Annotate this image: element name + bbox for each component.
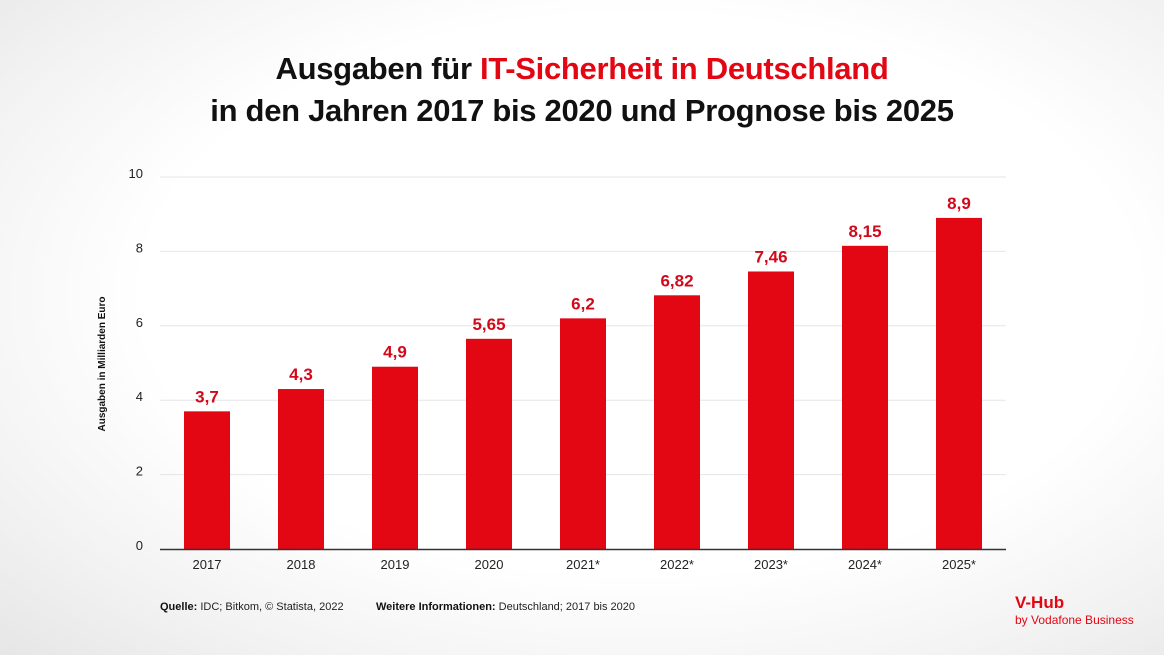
y-tick-label: 8 bbox=[136, 240, 143, 255]
title-prefix: Ausgaben für bbox=[275, 51, 481, 86]
title-highlight: IT-Sicherheit in Deutschland bbox=[480, 51, 889, 86]
data-label: 6,82 bbox=[660, 271, 693, 290]
x-tick-label: 2021* bbox=[566, 557, 600, 572]
y-tick-label: 0 bbox=[136, 538, 143, 553]
x-tick-label: 2018 bbox=[287, 557, 316, 572]
brand-name: V-Hub bbox=[1015, 593, 1065, 612]
bar bbox=[278, 389, 324, 549]
y-tick-label: 2 bbox=[136, 464, 143, 479]
brand-logo: V-Hub by Vodafone Business bbox=[1015, 593, 1134, 628]
title-line-2: in den Jahren 2017 bis 2020 und Prognose… bbox=[210, 93, 954, 128]
chart-title: Ausgaben für IT-Sicherheit in Deutschlan… bbox=[0, 48, 1164, 132]
bar bbox=[842, 245, 888, 549]
bar bbox=[184, 411, 230, 549]
y-tick-label: 10 bbox=[129, 166, 143, 181]
data-label: 4,9 bbox=[383, 343, 407, 362]
bar bbox=[372, 366, 418, 549]
source-text: IDC; Bitkom, © Statista, 2022 bbox=[197, 601, 344, 613]
bar bbox=[466, 338, 512, 549]
info-note: Weitere Informationen: Deutschland; 2017… bbox=[376, 601, 635, 613]
bar bbox=[654, 295, 700, 549]
bars bbox=[184, 217, 982, 550]
data-label: 4,3 bbox=[289, 365, 313, 384]
x-tick-label: 2017 bbox=[193, 557, 222, 572]
info-label: Weitere Informationen: bbox=[376, 601, 496, 613]
data-label: 5,65 bbox=[472, 315, 505, 334]
x-tick-label: 2022* bbox=[660, 557, 694, 572]
y-axis-label: Ausgaben in Milliarden Euro bbox=[97, 296, 108, 431]
info-text: Deutschland; 2017 bis 2020 bbox=[495, 601, 636, 613]
x-tick-label: 2020 bbox=[475, 557, 504, 572]
x-tick-label: 2019 bbox=[381, 557, 410, 572]
bar bbox=[560, 318, 606, 549]
y-tick-label: 6 bbox=[136, 315, 143, 330]
data-label: 8,9 bbox=[947, 194, 971, 213]
x-tick-label: 2023* bbox=[754, 557, 788, 572]
data-label: 8,15 bbox=[848, 222, 881, 241]
data-label: 6,2 bbox=[571, 294, 595, 313]
y-axis-ticks: 0 2 4 6 8 10 bbox=[129, 166, 143, 553]
x-tick-label: 2025* bbox=[942, 557, 976, 572]
x-tick-label: 2024* bbox=[848, 557, 882, 572]
source-label: Quelle: bbox=[160, 601, 198, 613]
data-label: 7,46 bbox=[754, 247, 787, 266]
data-label: 3,7 bbox=[195, 387, 219, 406]
bar bbox=[748, 271, 794, 549]
x-axis-ticks: 2017 2018 2019 2020 2021* 2022* 2023* 2024* 2025… bbox=[193, 557, 976, 572]
y-tick-label: 4 bbox=[136, 389, 143, 404]
title-line-1: Ausgaben für IT-Sicherheit in Deutschlan… bbox=[0, 48, 1164, 90]
data-labels: 3,7 4,3 4,9 5,65 6,2 6,82 7,46 8,15 8,9 bbox=[195, 194, 971, 406]
brand-subtitle: by Vodafone Business bbox=[1015, 613, 1134, 627]
source-note: Quelle: IDC; Bitkom, © Statista, 2022 bbox=[160, 601, 344, 613]
bar bbox=[936, 217, 982, 550]
